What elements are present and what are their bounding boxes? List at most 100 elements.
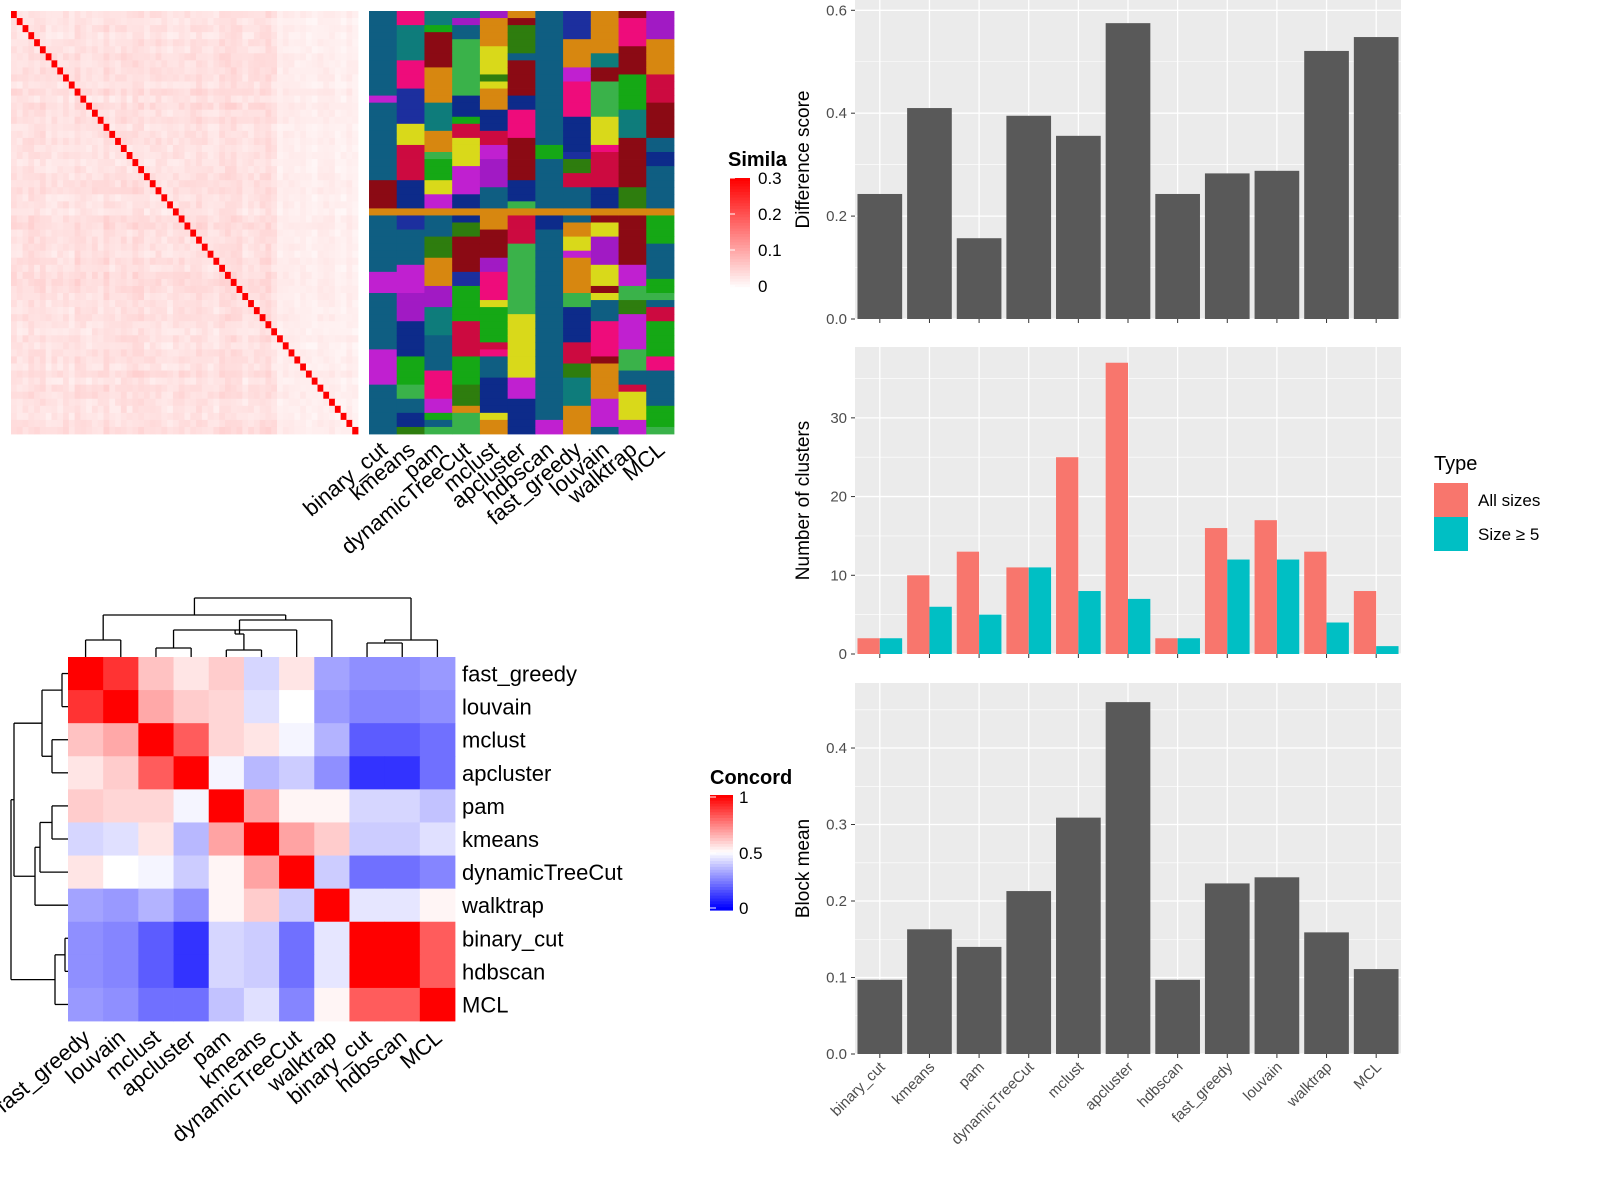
cluster-cell	[396, 314, 425, 322]
similarity-cell	[45, 293, 52, 301]
similarity-cell	[271, 278, 278, 287]
similarity-cell	[334, 152, 342, 160]
cluster-cell	[396, 278, 425, 287]
concordance-cell	[419, 789, 456, 823]
similarity-cell	[329, 328, 336, 336]
similarity-cell	[294, 159, 301, 167]
similarity-cell	[86, 405, 93, 414]
similarity-cell	[230, 166, 237, 174]
concordance-cell	[103, 921, 139, 956]
cluster-cell	[507, 159, 536, 167]
similarity-cell	[317, 271, 324, 280]
similarity-cell	[242, 11, 249, 19]
similarity-cell	[184, 271, 191, 280]
cluster-cell	[590, 60, 619, 68]
similarity-cell	[39, 363, 47, 371]
similarity-cell	[155, 88, 162, 96]
similarity-cell	[340, 208, 347, 216]
similarity-cell	[346, 328, 353, 336]
similarity-cell	[346, 25, 353, 33]
similarity-cell	[196, 88, 203, 96]
cluster-cell	[507, 130, 536, 139]
similarity-cell	[120, 335, 128, 343]
cluster-cell	[507, 250, 536, 259]
similarity-cell	[103, 81, 110, 89]
cluster-cell	[369, 123, 398, 132]
similarity-legend-swatch	[730, 225, 750, 229]
similarity-cell	[28, 384, 35, 393]
similarity-cell	[282, 236, 289, 245]
similarity-cell	[57, 53, 64, 61]
similarity-cell	[352, 285, 359, 294]
similarity-cell	[68, 194, 76, 202]
similarity-cell	[115, 81, 122, 89]
similarity-cell	[103, 74, 110, 82]
similarity-cell	[68, 173, 76, 181]
similarity-cell	[11, 137, 18, 146]
cluster-cell	[618, 187, 647, 195]
similarity-cell	[219, 264, 226, 273]
similarity-cell	[311, 152, 318, 160]
similarity-cell	[149, 257, 156, 266]
similarity-cell	[248, 11, 255, 19]
difference-score-bar	[1006, 115, 1052, 319]
similarity-cell	[265, 208, 272, 216]
similarity-cell	[248, 335, 255, 343]
similarity-cell	[224, 152, 232, 160]
similarity-cell	[346, 208, 353, 216]
similarity-cell	[28, 137, 35, 146]
cluster-cell	[590, 264, 619, 273]
similarity-cell	[172, 144, 180, 153]
similarity-cell	[51, 88, 58, 96]
cluster-cell	[535, 300, 564, 308]
similarity-cell	[172, 102, 180, 111]
similarity-cell	[132, 236, 139, 245]
similarity-cell	[184, 419, 191, 428]
similarity-cell	[224, 46, 232, 54]
similarity-cell	[86, 391, 93, 400]
similarity-cell	[86, 236, 93, 245]
similarity-cell	[196, 356, 203, 364]
similarity-cell	[178, 74, 185, 82]
cluster-cell	[424, 194, 453, 202]
similarity-cell	[80, 152, 87, 160]
similarity-cell	[329, 243, 336, 252]
cluster-cell	[479, 278, 509, 287]
similarity-cell	[22, 293, 29, 301]
similarity-cell	[91, 215, 99, 223]
cluster-cell	[369, 300, 398, 308]
similarity-cell	[265, 264, 272, 273]
similarity-cell	[265, 53, 272, 61]
cluster-cell	[396, 300, 425, 308]
similarity-cell	[144, 236, 151, 245]
similarity-cell	[74, 285, 81, 294]
similarity-cell	[253, 321, 261, 329]
similarity-cell	[311, 236, 318, 245]
similarity-cell	[172, 201, 180, 209]
similarity-cell	[161, 88, 168, 96]
similarity-cell	[352, 144, 359, 153]
similarity-cell	[63, 109, 70, 118]
difference-score-bar	[1204, 173, 1250, 319]
difference-score-bar	[1105, 23, 1151, 319]
similarity-cell	[311, 173, 318, 181]
similarity-cell	[329, 11, 336, 19]
similarity-cell	[11, 236, 18, 245]
similarity-cell	[22, 159, 29, 167]
similarity-cell	[11, 321, 18, 329]
similarity-cell	[305, 342, 313, 350]
cluster-cell	[507, 243, 536, 252]
similarity-cell	[317, 208, 324, 216]
similarity-cell	[334, 130, 342, 139]
cluster-cell	[452, 271, 481, 280]
cluster-cell	[396, 377, 425, 386]
similarity-legend-swatch	[730, 270, 750, 274]
number-of-clusters-bar	[979, 614, 1002, 654]
cluster-cell	[452, 32, 481, 40]
similarity-cell	[184, 137, 191, 146]
cluster-cell	[369, 159, 398, 167]
similarity-cell	[74, 377, 81, 386]
concordance-cell	[138, 690, 174, 724]
similarity-cell	[184, 173, 191, 181]
